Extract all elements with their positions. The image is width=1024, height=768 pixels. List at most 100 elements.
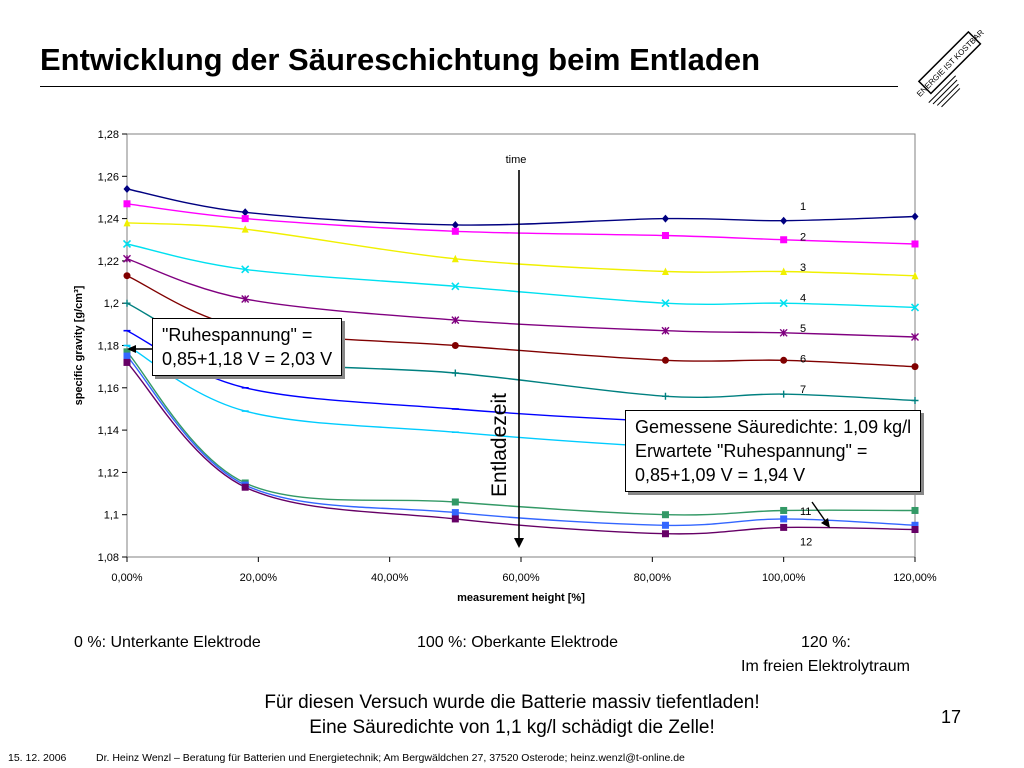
note-free-electrolyte-1: 120 %:	[801, 634, 851, 651]
series-3-point	[123, 218, 131, 227]
series-11-point	[123, 352, 131, 360]
series-2-point	[911, 240, 919, 248]
y-tick-label: 1,18	[98, 341, 119, 353]
series-2-point	[451, 227, 459, 235]
measured-density-line-2: Erwartete "Ruhespannung" =	[635, 441, 868, 461]
x-axis-label: measurement height [%]	[457, 592, 585, 604]
svg-text:ENERGIE IST KOSTBAR: ENERGIE IST KOSTBAR	[915, 28, 986, 99]
series-1-point	[123, 184, 131, 193]
series-6-label: 6	[800, 354, 806, 366]
series-11-point	[911, 521, 919, 529]
series-6-point	[661, 356, 669, 364]
series-4-point	[910, 303, 920, 312]
series-4-label: 4	[800, 293, 806, 305]
series-10-point	[123, 348, 131, 356]
series-2-point	[661, 232, 669, 240]
x-tick-label: 0,00%	[111, 572, 142, 584]
series-5-line	[126, 258, 916, 338]
series-1-point	[780, 216, 788, 225]
series-2-point	[241, 215, 249, 223]
x-tick-label: 20,00%	[240, 572, 278, 584]
series-11-point	[451, 509, 459, 517]
page-title: Entwicklung der Säureschichtung beim Ent…	[40, 42, 761, 77]
y-tick-label: 1,24	[98, 214, 119, 226]
note-bottom-electrode: 0 %: Unterkante Elektrode	[74, 634, 261, 651]
x-tick-label: 60,00%	[502, 572, 540, 584]
y-tick-label: 1,08	[98, 552, 119, 564]
title-divider	[40, 86, 898, 87]
y-tick-label: 1,14	[98, 425, 119, 437]
series-7-point	[911, 396, 919, 404]
series-10-point	[451, 498, 459, 506]
series-12-label: 12	[800, 537, 812, 549]
series-5-point	[911, 333, 919, 342]
y-tick-label: 1,2	[104, 298, 119, 310]
series-5-label: 5	[800, 323, 806, 335]
right-callout-arrow-head	[821, 518, 830, 528]
series-1-point	[451, 220, 459, 229]
x-tick-label: 40,00%	[371, 572, 409, 584]
series-7-point	[123, 299, 131, 307]
series-3-point	[451, 254, 459, 263]
y-tick-label: 1,1	[104, 510, 119, 522]
rest-voltage-line-2: 0,85+1,18 V = 2,03 V	[162, 349, 333, 369]
series-6-point	[780, 356, 788, 364]
note-top-electrode: 100 %: Oberkante Elektrode	[417, 634, 619, 651]
series-3-point	[911, 271, 919, 280]
series-1-point	[911, 212, 919, 221]
series-12-point	[911, 526, 919, 534]
series-12-point	[661, 530, 669, 538]
y-axis-label: specific gravity [g/cm³]	[73, 285, 85, 405]
series-2-label: 2	[800, 232, 806, 244]
series-4-point	[779, 299, 788, 308]
series-3-point	[241, 225, 249, 233]
measured-density-line-3: 0,85+1,09 V = 1,94 V	[635, 465, 806, 485]
y-tick-label: 1,12	[98, 467, 119, 479]
footer-date: 15. 12. 2006	[8, 752, 67, 764]
series-2-point	[123, 200, 131, 208]
series-11-label: 11	[800, 506, 811, 518]
caption-line-1: Für diesen Versuch wurde die Batterie ma…	[264, 692, 760, 713]
caption-line-2: Eine Säuredichte von 1,1 kg/l schädigt d…	[309, 717, 715, 738]
x-tick-label: 100,00%	[762, 572, 806, 584]
time-arrow-head	[514, 538, 524, 548]
time-label: time	[506, 154, 527, 166]
series-1-point	[241, 208, 249, 217]
left-callout-arrow-head	[127, 345, 136, 353]
series-10-point	[780, 506, 788, 514]
series-5-point	[451, 316, 460, 325]
series-3-point	[661, 267, 669, 275]
series-5-point	[779, 328, 788, 337]
series-12-point	[123, 358, 131, 366]
right-callout-arrow	[811, 501, 827, 523]
series-3-label: 3	[800, 262, 806, 274]
x-tick-label: 80,00%	[634, 572, 672, 584]
series-10-point	[661, 511, 669, 519]
series-4-point	[661, 299, 670, 308]
series-12-point	[780, 523, 788, 531]
series-7-point	[451, 369, 459, 377]
series-6-point	[451, 342, 459, 349]
series-1-point	[661, 214, 669, 223]
x-tick-label: 120,00%	[893, 572, 937, 584]
plot-axes: 1,08 1,1 1,12 1,14 1,16 1,18 1,2 1,22 1,24 1,26 1,…	[73, 129, 937, 604]
series-5-point	[241, 294, 250, 303]
series-4-point	[241, 265, 250, 274]
series-11-point	[780, 515, 788, 523]
series-5-point	[661, 326, 670, 335]
rest-voltage-line-1: "Ruhespannung" =	[162, 325, 313, 345]
series-12-point	[451, 515, 459, 523]
series-7-point	[780, 390, 788, 398]
note-free-electrolyte-2: Im freien Elektrolytraum	[741, 658, 910, 675]
footer-author: Dr. Heinz Wenzl – Beratung für Batterien…	[96, 752, 685, 764]
series-6-point	[123, 272, 131, 280]
series-11-point	[661, 521, 669, 529]
series-1-label: 1	[800, 201, 806, 213]
y-tick-label: 1,28	[98, 129, 119, 141]
discharge-time-label: Entladezeit	[488, 393, 511, 497]
energie-logo: ENERGIE IST KOSTBAR	[915, 28, 986, 108]
series-7-label: 7	[800, 384, 806, 396]
series-6-point	[911, 363, 919, 371]
y-tick-label: 1,26	[98, 171, 119, 183]
